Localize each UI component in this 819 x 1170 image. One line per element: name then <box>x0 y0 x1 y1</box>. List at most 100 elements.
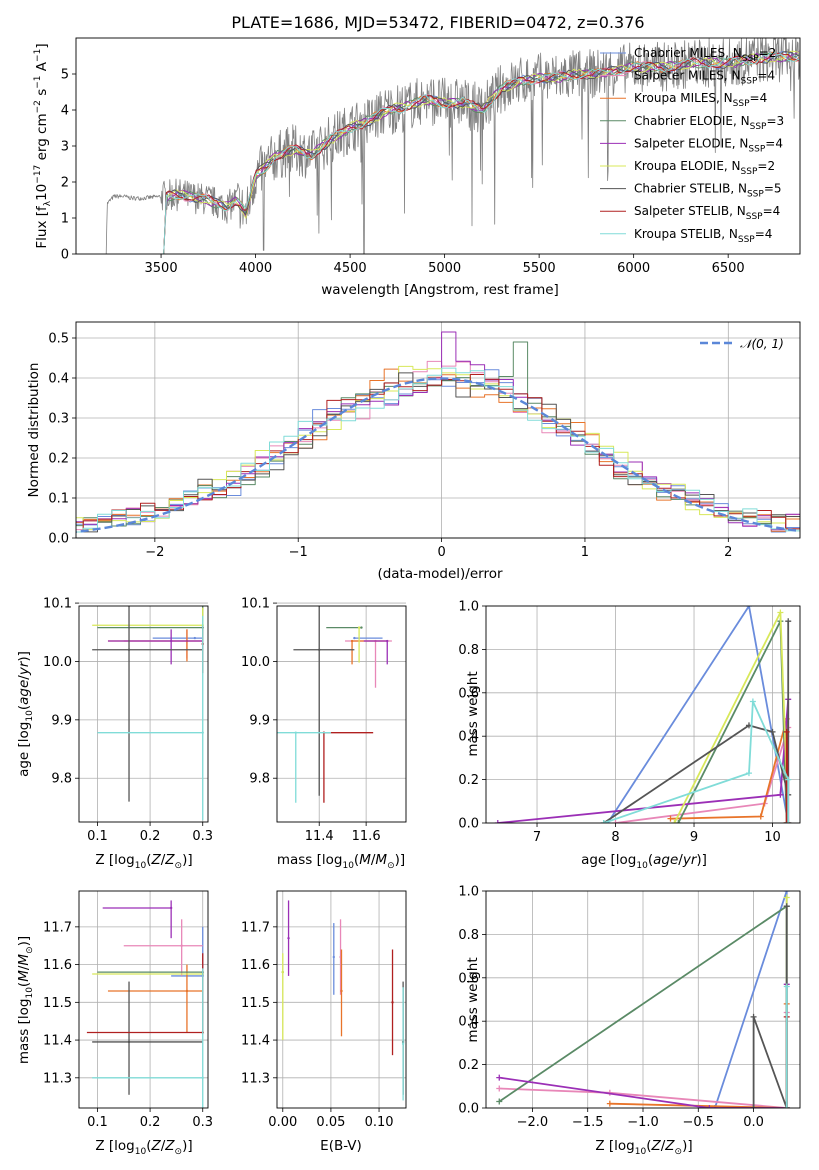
age-vs-Z-xtick-label: 0.3 <box>192 829 213 844</box>
data-point-chabrier-elodie <box>360 626 363 629</box>
weight-vs-Z-axes <box>482 890 800 1112</box>
data-point-salpeter-stelib <box>391 1001 394 1004</box>
weight-vs-age-ytick-label: 0.2 <box>458 773 479 788</box>
weight-marker-salpeter-elodie <box>494 820 501 823</box>
weight-marker-kroupa-miles <box>606 1100 613 1107</box>
weight-vs-age-ytick-label: 0.4 <box>458 730 479 745</box>
weight-vs-age-plot <box>494 606 792 823</box>
weight-marker-kroupa-stelib <box>783 1105 790 1108</box>
mass-vs-ebv-xlabel: E(B-V) <box>320 1138 362 1154</box>
age-vs-Z-plot <box>92 606 204 821</box>
weight-marker-salpeter-elodie <box>777 791 784 798</box>
residuals-ytick-label: 0.5 <box>48 332 69 347</box>
mass-vs-ebv-xtick-label: 0.00 <box>268 1115 297 1130</box>
age-vs-mass-plot <box>277 606 392 803</box>
data-point-kroupa-stelib <box>201 1076 204 1080</box>
weight-marker-chabrier-stelib <box>769 728 776 735</box>
mass-vs-ebv-plot <box>281 900 405 1101</box>
mass-vs-ebv-frame <box>276 890 407 1109</box>
mass-vs-Z-plot <box>86 900 204 1108</box>
age-vs-Z-xtick-label: 0.2 <box>140 829 161 844</box>
data-point-chabrier-stelib <box>127 1040 131 1044</box>
mass-vs-Z-axes <box>75 891 208 1112</box>
observed-spectrum-line <box>105 38 800 254</box>
weight-vs-Z-ylabel: mass weight <box>465 957 481 1042</box>
age-vs-Z-frame <box>78 605 209 823</box>
weight-marker-salpeter-stelib <box>783 820 790 823</box>
weight-line-chabrier-stelib <box>752 906 788 1108</box>
mass-vs-Z-ytick-label: 11.5 <box>43 996 72 1011</box>
spectrum-ytick-label: 0 <box>61 248 69 263</box>
age-vs-Z-ytick-label: 10.1 <box>43 597 72 612</box>
residuals-ylabel: Normed distribution <box>26 363 42 498</box>
weight-vs-Z-ytick-label: 0.4 <box>458 1015 479 1030</box>
mass-vs-Z-ylabel: mass [log10(M/M⊙)] <box>16 936 35 1064</box>
weight-vs-Z-xtick-label: −1.5 <box>572 1115 604 1130</box>
data-point-salpeter-elodie <box>287 936 290 940</box>
weight-vs-age-ylabel: mass weight <box>465 671 481 756</box>
data-point-chabrier-stelib <box>318 648 321 651</box>
weight-marker-kroupa-stelib <box>783 983 790 990</box>
weight-marker-kroupa-miles <box>667 815 674 822</box>
spectrum-xtick-label: 4500 <box>334 261 367 276</box>
data-point-kroupa-stelib <box>401 1042 405 1046</box>
spectrum-xtick-label: 5500 <box>523 261 556 276</box>
residuals-frame <box>75 321 801 539</box>
weight-marker-chabrier-miles <box>783 891 790 894</box>
residuals-xtick-label: 0 <box>437 545 445 560</box>
data-point-chabrier-miles <box>193 636 197 640</box>
data-point-kroupa-miles <box>340 989 343 993</box>
weight-marker-kroupa-stelib <box>749 698 756 705</box>
spectrum-xtick-label: 5000 <box>428 261 461 276</box>
weight-vs-Z-xtick-label: −0.5 <box>682 1115 714 1130</box>
legend-entry: Chabrier ELODIE, NSSP=3 <box>634 114 784 132</box>
weight-vs-age-xtick-label: 10 <box>764 830 781 845</box>
mass-vs-Z-xtick-label: 0.1 <box>87 1115 108 1130</box>
mass-vs-Z-ytick-label: 11.3 <box>43 1071 72 1086</box>
residuals-xtick-label: −1 <box>289 545 308 560</box>
weight-marker-kroupa-elodie <box>777 609 784 616</box>
weight-marker-salpeter-miles <box>496 1085 503 1092</box>
legend-entry: Kroupa MILES, NSSP=4 <box>634 91 767 109</box>
age-vs-mass-ytick-label: 10.1 <box>241 597 270 612</box>
histogram-kroupa-stelib <box>76 367 800 533</box>
age-vs-mass-ytick-label: 9.9 <box>249 713 270 728</box>
weight-marker-salpeter-elodie <box>706 1105 713 1108</box>
spectrum-ytick-label: 3 <box>61 140 69 155</box>
legend-entry: Salpeter MILES, NSSP=4 <box>634 69 775 87</box>
age-vs-mass-frame <box>276 605 407 823</box>
age-vs-mass-ytick-label: 10.0 <box>241 655 270 670</box>
weight-marker-chabrier-stelib <box>750 1013 757 1020</box>
data-point-chabrier-miles <box>353 636 356 640</box>
spectrum-xtick-label: 6000 <box>617 261 650 276</box>
age-vs-mass-xtick-label: 11.6 <box>352 829 381 844</box>
mass-vs-ebv-ytick-label: 11.6 <box>241 958 270 973</box>
weight-vs-age-frame <box>485 605 801 824</box>
mass-vs-Z-ytick-label: 11.6 <box>43 958 72 973</box>
weight-marker-salpeter-miles <box>612 820 619 823</box>
legend-entry: Chabrier MILES, NSSP=2 <box>634 46 776 64</box>
data-point-chabrier-stelib <box>127 648 131 651</box>
weight-marker-chabrier-stelib <box>783 903 790 910</box>
legend-entry: Salpeter STELIB, NSSP=4 <box>634 204 780 222</box>
data-point-kroupa-stelib <box>201 731 204 734</box>
weight-marker-chabrier-stelib <box>750 1105 757 1108</box>
mass-vs-ebv-ytick-label: 11.3 <box>241 1071 270 1086</box>
age-vs-Z-ytick-label: 9.9 <box>51 713 72 728</box>
residuals-xlabel: (data-model)/error <box>377 566 503 582</box>
legend-entry: Salpeter ELODIE, NSSP=4 <box>634 136 783 154</box>
residuals-ytick-label: 0.1 <box>48 492 69 507</box>
spectrum-xtick-label: 4000 <box>239 261 272 276</box>
weight-marker-chabrier-miles <box>745 606 752 609</box>
residuals-plot <box>76 331 800 534</box>
weight-vs-Z-frame <box>485 890 801 1109</box>
data-point-salpeter-elodie <box>169 639 173 643</box>
spectrum-xlabel: wavelength [Angstrom, rest frame] <box>321 282 559 298</box>
residuals-xtick-label: 1 <box>581 545 589 560</box>
data-point-kroupa-elodie <box>281 970 284 974</box>
mass-vs-ebv-xtick-label: 0.05 <box>316 1115 345 1130</box>
age-vs-Z-ylabel: age [log10(age/yr)] <box>16 651 35 777</box>
mass-vs-Z-ytick-label: 11.7 <box>43 920 72 935</box>
weight-marker-kroupa-stelib <box>785 820 792 823</box>
